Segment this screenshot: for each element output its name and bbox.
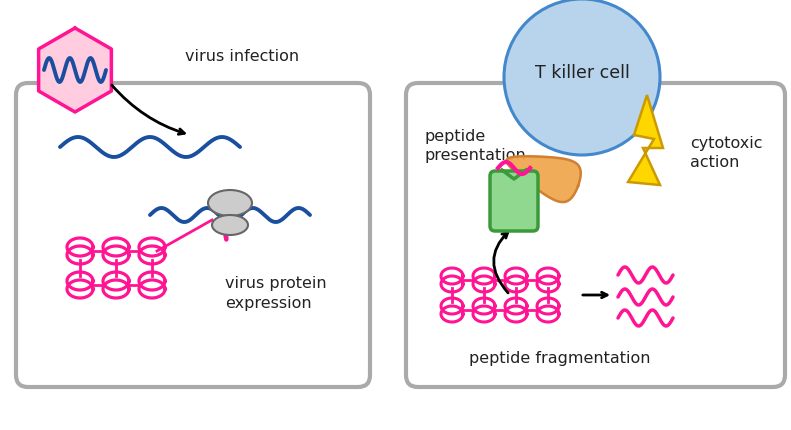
Text: T killer cell: T killer cell bbox=[535, 64, 630, 82]
Ellipse shape bbox=[208, 190, 252, 216]
Polygon shape bbox=[506, 157, 581, 203]
Polygon shape bbox=[628, 96, 663, 186]
FancyBboxPatch shape bbox=[16, 84, 370, 387]
FancyBboxPatch shape bbox=[406, 84, 785, 387]
Text: peptide fragmentation: peptide fragmentation bbox=[469, 351, 651, 366]
Circle shape bbox=[504, 0, 660, 156]
Text: virus infection: virus infection bbox=[185, 49, 299, 63]
Polygon shape bbox=[39, 29, 112, 113]
Ellipse shape bbox=[212, 215, 248, 236]
Text: cytotoxic
action: cytotoxic action bbox=[690, 135, 763, 170]
FancyBboxPatch shape bbox=[490, 172, 538, 231]
Text: virus protein
expression: virus protein expression bbox=[225, 275, 327, 310]
Text: peptide
presentation: peptide presentation bbox=[424, 128, 526, 163]
